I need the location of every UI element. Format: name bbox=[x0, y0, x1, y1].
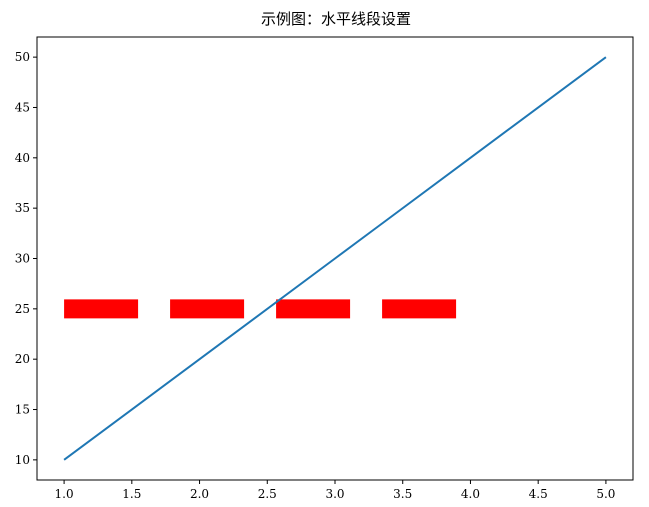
x-tick-label: 4.5 bbox=[529, 487, 548, 501]
plot-area bbox=[63, 56, 607, 461]
y-tick-label: 50 bbox=[15, 50, 30, 64]
x-tick-label: 4.0 bbox=[461, 487, 480, 501]
x-axis: 1.0 1.5 2.0 2.5 3.0 3.5 4.0 4.5 5.0 bbox=[55, 480, 615, 501]
y-tick-label: 25 bbox=[15, 302, 30, 316]
chart-title: 示例图：水平线段设置 bbox=[261, 10, 411, 28]
x-tick-label: 2.0 bbox=[190, 487, 209, 501]
y-tick-label: 45 bbox=[15, 100, 30, 114]
x-tick-label: 3.5 bbox=[393, 487, 412, 501]
x-tick-label: 2.5 bbox=[258, 487, 277, 501]
y-tick-label: 40 bbox=[15, 151, 30, 165]
y-axis: 10 15 20 25 30 35 40 45 50 bbox=[15, 50, 37, 467]
y-tick-label: 15 bbox=[15, 403, 30, 417]
x-tick-label: 3.0 bbox=[325, 487, 344, 501]
x-tick-label: 1.5 bbox=[122, 487, 141, 501]
y-tick-label: 10 bbox=[15, 453, 30, 467]
x-tick-label: 5.0 bbox=[596, 487, 615, 501]
y-tick-label: 30 bbox=[15, 252, 30, 266]
y-tick-label: 35 bbox=[15, 201, 30, 215]
x-tick-label: 1.0 bbox=[55, 487, 74, 501]
y-tick-label: 20 bbox=[15, 352, 30, 366]
series-line-0 bbox=[63, 56, 607, 461]
